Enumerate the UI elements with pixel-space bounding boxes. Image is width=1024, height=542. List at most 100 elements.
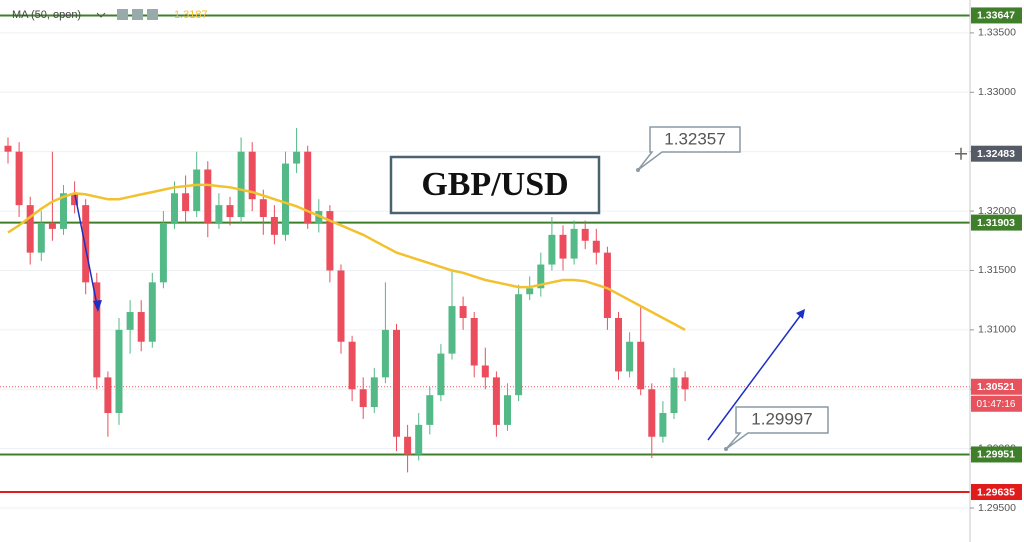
indicator-value: 1.3187	[174, 9, 208, 21]
candle-body	[459, 306, 467, 318]
price-label-bg	[971, 145, 1022, 162]
icon	[147, 9, 158, 20]
candle-body	[537, 264, 545, 289]
candle-body	[115, 329, 123, 414]
candle-body	[148, 282, 156, 342]
price-label: 1.29635	[977, 486, 1015, 498]
candle-body	[448, 306, 456, 354]
candle-body	[226, 205, 234, 218]
y-tick-label: 1.31500	[978, 264, 1016, 276]
candle-body	[415, 424, 423, 455]
price-label-bg	[971, 378, 1022, 395]
price-label-bg	[971, 446, 1022, 463]
candle-body	[193, 169, 201, 212]
candle-body	[559, 234, 567, 259]
chart-title: GBP/USD	[421, 166, 568, 203]
callout-point	[724, 447, 728, 451]
price-label-bg	[971, 214, 1022, 231]
candle-body	[381, 329, 389, 378]
candle-body	[37, 222, 45, 253]
candle-body	[437, 353, 445, 396]
candle-body	[592, 240, 600, 253]
candle-body	[504, 395, 511, 425]
candle-body	[26, 205, 34, 253]
moving-average	[7, 183, 686, 331]
candle-body	[626, 341, 634, 372]
candle-body	[337, 270, 345, 342]
icon	[132, 9, 143, 20]
candle-body	[659, 413, 667, 437]
candle-body	[492, 377, 500, 425]
crosshair-icon	[955, 147, 967, 160]
y-tick-label: 1.33000	[978, 86, 1016, 98]
callout-label: 1.32357	[664, 129, 725, 148]
timer: 01:47:16	[977, 399, 1016, 410]
candle-body	[570, 228, 578, 259]
callout-label: 1.29997	[751, 409, 812, 428]
candle-body	[159, 222, 167, 283]
candle-body	[270, 217, 278, 235]
candle-body	[293, 151, 301, 164]
candle-body	[182, 193, 190, 212]
candle-body	[581, 228, 589, 241]
candle-body	[603, 252, 611, 318]
candle-body	[93, 282, 101, 378]
price-label: 1.30521	[977, 381, 1015, 393]
candle-body	[648, 389, 656, 437]
candle-body	[15, 151, 23, 206]
candle-body	[670, 377, 678, 414]
chevron	[96, 12, 106, 18]
callout	[725, 406, 829, 450]
price-levels	[0, 14, 970, 493]
price-label-bg	[971, 7, 1022, 24]
candle-body	[326, 211, 334, 271]
candle-body	[204, 169, 212, 223]
candle-body	[171, 193, 178, 223]
candle-body	[48, 222, 56, 229]
arrow-up	[707, 311, 804, 441]
candle-body	[370, 377, 378, 408]
candle-body	[60, 193, 67, 229]
axis-labels: 1.295001.300001.305001.310001.315001.320…	[955, 7, 1022, 514]
candle-body	[548, 234, 556, 265]
callout	[637, 126, 741, 171]
arrow-down	[74, 194, 99, 311]
candle-body	[526, 288, 534, 295]
candle-body	[304, 151, 312, 223]
price-label: 1.33647	[977, 10, 1015, 22]
arrow-head	[796, 309, 805, 319]
y-tick-label: 1.29500	[978, 502, 1016, 514]
icon	[117, 9, 128, 20]
title-box	[389, 155, 601, 215]
candle-body	[71, 193, 79, 206]
callout-point	[636, 168, 640, 172]
y-tick-label: 1.31000	[978, 324, 1016, 336]
candle-body	[515, 294, 523, 396]
price-label: 1.32483	[977, 148, 1015, 160]
candle-body	[426, 395, 434, 425]
price-label-bg	[971, 483, 1022, 500]
candle-body	[126, 312, 134, 330]
candle-body	[470, 317, 478, 366]
candle-body	[237, 151, 245, 218]
candle-body	[481, 365, 489, 378]
price-label: 1.31903	[977, 217, 1015, 229]
candle-body	[681, 377, 689, 390]
overlay: GBP/USD 1.32357 1.29997 MA (50, open) 1.…	[12, 9, 829, 451]
price-label: 1.29951	[977, 449, 1015, 461]
timer-bg	[971, 395, 1022, 412]
candle-body	[104, 377, 112, 414]
candle-body	[4, 145, 12, 152]
candle-body	[215, 205, 223, 223]
candle-body	[615, 317, 622, 372]
candle-body	[359, 389, 367, 408]
y-tick-label: 1.32000	[978, 205, 1016, 217]
indicator-label: MA (50, open)	[12, 9, 81, 21]
candle-body	[137, 312, 145, 342]
candle-body	[637, 341, 645, 390]
candle-body	[393, 329, 400, 437]
candle-body	[82, 205, 90, 283]
candle-body	[282, 163, 289, 235]
